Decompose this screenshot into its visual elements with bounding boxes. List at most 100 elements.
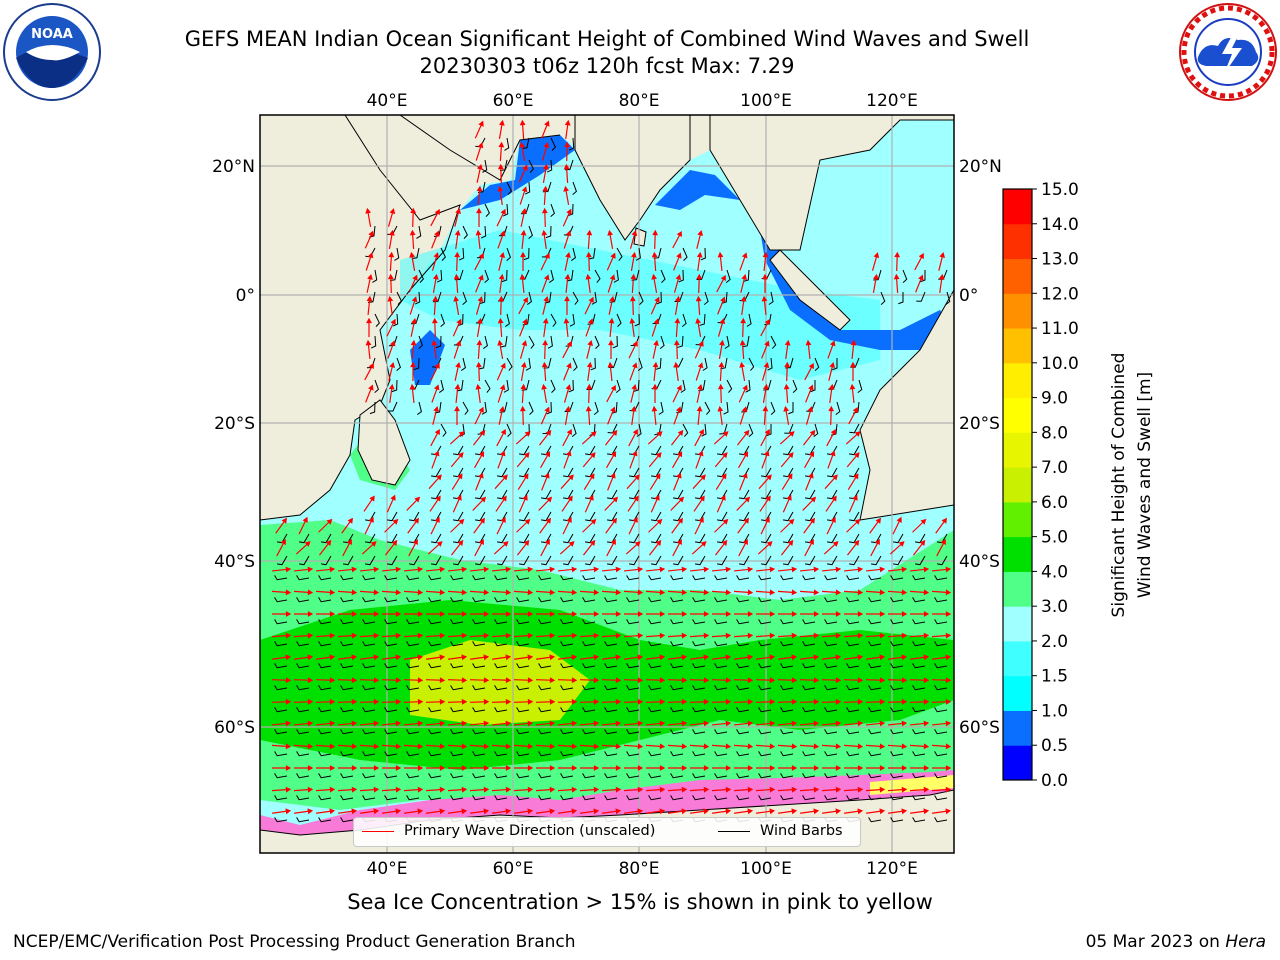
- wave-arrow-head: [835, 743, 842, 750]
- wave-arrow-head: [439, 808, 446, 815]
- wave-arrow-head: [788, 518, 795, 525]
- x-tick-top-4: 100°E: [740, 91, 792, 111]
- wave-arrow-head: [395, 720, 402, 727]
- wave-arrow-head: [673, 361, 680, 368]
- wave-arrow-head: [659, 698, 666, 705]
- wind-barb: [364, 533, 376, 544]
- wave-arrow-head: [741, 406, 748, 413]
- wave-arrow-head: [544, 538, 550, 546]
- wave-arrow-head: [923, 808, 930, 815]
- wave-arrow-head: [769, 589, 776, 596]
- wind-barb: [725, 269, 731, 284]
- wind-barb: [626, 729, 640, 735]
- wave-arrow-head: [453, 273, 460, 280]
- wave-arrow-head: [659, 632, 666, 639]
- wave-arrow-head: [307, 677, 314, 684]
- wave-arrow-head: [918, 274, 924, 281]
- wave-arrow-head: [475, 383, 482, 390]
- wave-arrow-head: [654, 494, 660, 501]
- wave-arrow-head: [478, 274, 484, 281]
- wind-barb: [505, 313, 510, 327]
- wave-arrow-head: [854, 431, 861, 437]
- wave-arrow-head: [747, 589, 754, 596]
- coastal-blue-arabian-sea: [460, 135, 575, 210]
- wind-barb: [406, 707, 420, 713]
- wind-barb: [524, 181, 531, 195]
- wave-arrow-head: [615, 566, 622, 573]
- wave-arrow-head: [634, 541, 641, 547]
- wave-arrow-head: [410, 207, 417, 214]
- wave-arrow-head: [945, 720, 952, 727]
- wind-barb: [396, 291, 402, 305]
- wave-arrow-head: [769, 698, 776, 705]
- wave-arrow-head: [439, 720, 446, 727]
- wave-arrow-head: [388, 383, 395, 390]
- wave-arrow-head: [945, 611, 952, 617]
- y-axis-right: 20°N 0° 20°S 40°S 60°S: [959, 157, 1002, 738]
- wind-barb: [912, 619, 926, 625]
- wind-barb: [658, 401, 664, 415]
- wave-arrow-head: [370, 541, 377, 547]
- wind-barb: [835, 401, 841, 416]
- wind-barb: [898, 292, 904, 305]
- wave-arrow-head: [854, 518, 861, 525]
- wave-arrow-head: [725, 566, 732, 573]
- wave-arrow-head: [351, 765, 358, 771]
- wind-barb: [502, 203, 509, 217]
- wave-arrow-head: [659, 611, 666, 617]
- wind-barb: [846, 773, 860, 779]
- wind-barb: [452, 533, 464, 544]
- wind-barb: [274, 707, 288, 713]
- wave-arrow-head: [546, 496, 553, 503]
- wave-arrow-head: [653, 339, 659, 346]
- wind-barb: [934, 685, 948, 691]
- wind-barb: [340, 751, 354, 757]
- wave-arrow-head: [593, 611, 600, 617]
- wave-arrow-head: [830, 428, 836, 436]
- wind-barb: [704, 401, 711, 415]
- wind-barb: [274, 597, 288, 603]
- wave-arrow-head: [417, 808, 424, 815]
- wind-barb: [462, 225, 468, 239]
- wave-arrow-head: [373, 589, 380, 596]
- wave-arrow-head: [725, 765, 732, 771]
- wave-arrow-head: [390, 494, 396, 501]
- wave-arrow-head: [505, 743, 512, 750]
- wave-arrow-head: [593, 786, 600, 793]
- wave-arrow-head: [631, 384, 638, 390]
- wind-barb: [848, 533, 860, 544]
- wave-arrow-head: [434, 516, 440, 523]
- wind-barb: [500, 335, 508, 348]
- wave-arrow-head: [676, 472, 682, 479]
- wave-arrow-head: [813, 765, 820, 771]
- wind-barb: [440, 313, 446, 328]
- wave-arrow-head: [347, 517, 354, 524]
- wave-arrow-head: [456, 318, 462, 325]
- wind-barb: [648, 597, 662, 603]
- wind-barb: [846, 575, 860, 581]
- colorbar-segment: [1003, 223, 1032, 260]
- wave-arrow-head: [475, 229, 482, 236]
- wave-arrow-head: [744, 496, 751, 503]
- wave-arrow-head: [549, 786, 556, 793]
- wave-arrow-head: [659, 677, 666, 684]
- wave-arrow-head: [478, 120, 484, 127]
- wind-barb: [700, 247, 706, 261]
- wave-arrow-head: [742, 384, 748, 391]
- wave-arrow-head: [478, 451, 485, 458]
- wave-arrow-head: [502, 541, 509, 547]
- wind-barb: [743, 269, 750, 282]
- wave-arrow-head: [564, 273, 571, 280]
- wave-arrow-head: [677, 429, 684, 436]
- wind-barb: [692, 597, 706, 603]
- wind-barb: [516, 575, 530, 581]
- wind-barb: [738, 555, 750, 566]
- wave-arrow-head: [457, 452, 464, 459]
- wind-barb: [538, 729, 552, 735]
- wind-barb: [506, 423, 512, 438]
- wave-arrow-head: [527, 765, 534, 771]
- legend-item-wind-barbs: Wind Barbs: [718, 823, 843, 839]
- wave-arrow-head: [527, 698, 534, 705]
- wave-arrow-head: [637, 677, 644, 684]
- wind-barb: [342, 555, 354, 566]
